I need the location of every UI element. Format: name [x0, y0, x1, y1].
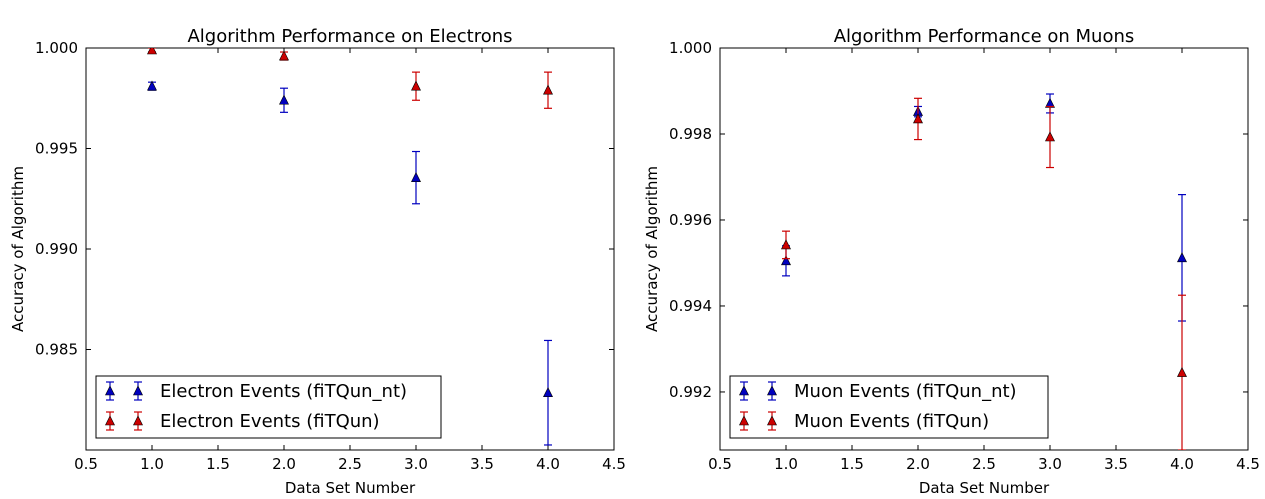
muon-data-point [913, 113, 923, 124]
muon-legend-label: Muon Events (fiTQun) [794, 411, 989, 432]
electron-chart: Algorithm Performance on Electrons Data … [9, 26, 626, 497]
electron-x-tick-label: 3.0 [404, 455, 428, 473]
muon-data-point [781, 239, 791, 250]
muon-legend-marker [767, 385, 777, 396]
electron-y-tick-label: 0.990 [35, 240, 78, 258]
muon-x-tick-label: 1.5 [840, 455, 864, 473]
muon-y-axis-label: Accuracy of Algorithm [643, 166, 661, 332]
muon-x-axis-label: Data Set Number [919, 479, 1050, 497]
electron-x-tick-label: 2.5 [338, 455, 362, 473]
electron-legend-marker [105, 385, 115, 396]
electron-x-tick-label: 4.5 [602, 455, 626, 473]
muon-chart-title: Algorithm Performance on Muons [834, 26, 1135, 47]
muon-legend-box [729, 375, 1049, 439]
electron-data-point [411, 80, 421, 91]
electron-y-tick-label: 1.000 [35, 39, 78, 57]
muon-legend-marker [739, 385, 749, 396]
muon-x-tick-label: 4.0 [1170, 455, 1194, 473]
electron-data-point [411, 171, 421, 182]
muon-x-tick-label: 1.0 [774, 455, 798, 473]
muon-series-1 [781, 97, 1187, 450]
electron-plot-marks [147, 48, 553, 446]
muon-x-tick-label: 4.5 [1236, 455, 1260, 473]
electron-data-point [543, 84, 553, 95]
electron-data-point [147, 80, 157, 91]
electron-x-tick-label: 2.0 [272, 455, 296, 473]
electron-series-1 [147, 48, 553, 109]
muon-chart: Algorithm Performance on Muons Data Set … [643, 26, 1260, 497]
muon-y-tick-label: 0.996 [669, 211, 712, 229]
electron-legend-box [95, 375, 442, 439]
muon-data-point [1177, 366, 1187, 377]
electron-series-0 [147, 80, 553, 446]
electron-x-tick-label: 4.0 [536, 455, 560, 473]
electron-legend-label: Electron Events (fiTQun_nt) [160, 381, 407, 402]
electron-x-tick-label: 0.5 [74, 455, 98, 473]
muon-x-tick-label: 2.0 [906, 455, 930, 473]
muon-data-point [781, 255, 791, 266]
electron-y-axis-label: Accuracy of Algorithm [9, 166, 27, 332]
electron-data-point [543, 387, 553, 398]
electron-x-tick-label: 1.5 [206, 455, 230, 473]
electron-x-axis-label: Data Set Number [285, 479, 416, 497]
electron-data-point [279, 94, 289, 105]
muon-x-tick-label: 3.5 [1104, 455, 1128, 473]
electron-chart-title: Algorithm Performance on Electrons [187, 26, 512, 47]
muon-y-tick-label: 0.992 [669, 383, 712, 401]
electron-y-tick-label: 0.995 [35, 140, 78, 158]
muon-y-tick-label: 0.994 [669, 297, 712, 315]
muon-legend-label: Muon Events (fiTQun_nt) [794, 381, 1017, 402]
electron-data-point [147, 48, 157, 55]
muon-x-tick-label: 0.5 [708, 455, 732, 473]
muon-legend-marker [767, 415, 777, 426]
electron-legend-marker [133, 415, 143, 426]
muon-y-tick-label: 1.000 [669, 39, 712, 57]
electron-x-tick-label: 3.5 [470, 455, 494, 473]
muon-data-point [1177, 252, 1187, 263]
electron-legend-marker [133, 385, 143, 396]
electron-y-tick-label: 0.985 [35, 341, 78, 359]
muon-x-tick-label: 2.5 [972, 455, 996, 473]
muon-y-tick-label: 0.998 [669, 125, 712, 143]
electron-legend-label: Electron Events (fiTQun) [160, 411, 380, 432]
muon-legend-marker [739, 415, 749, 426]
muon-x-tick-label: 3.0 [1038, 455, 1062, 473]
electron-legend-marker [105, 415, 115, 426]
electron-x-tick-label: 1.0 [140, 455, 164, 473]
muon-data-point [1045, 131, 1055, 142]
electron-data-point [279, 50, 289, 61]
muon-plot-marks [781, 93, 1187, 450]
